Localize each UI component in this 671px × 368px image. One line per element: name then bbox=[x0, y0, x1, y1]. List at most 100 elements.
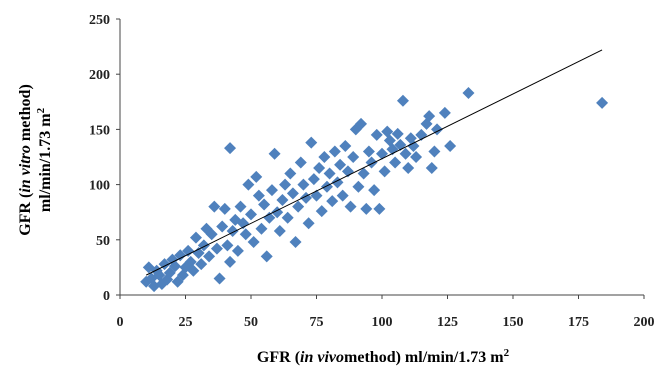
data-point bbox=[189, 231, 202, 244]
data-point bbox=[362, 145, 375, 158]
data-point bbox=[252, 189, 265, 202]
y-axis-title-line2-sup: 2 bbox=[35, 107, 47, 113]
y-tick-label: 150 bbox=[89, 123, 110, 138]
data-point bbox=[365, 156, 378, 169]
data-point bbox=[268, 147, 281, 160]
data-point bbox=[281, 211, 294, 224]
data-point bbox=[292, 200, 305, 213]
x-axis-title-prefix: GFR ( bbox=[257, 349, 300, 366]
x-tick-label: 125 bbox=[437, 315, 458, 330]
data-point bbox=[289, 236, 302, 249]
data-point bbox=[224, 255, 237, 268]
x-tick-label: 175 bbox=[568, 315, 589, 330]
data-point bbox=[245, 208, 257, 221]
y-tick-label: 0 bbox=[103, 289, 110, 304]
data-point bbox=[368, 184, 381, 197]
y-axis-title-line2-text: ml/min/1.73 m bbox=[37, 113, 54, 212]
y-tick-label: 250 bbox=[89, 13, 110, 28]
data-point bbox=[192, 247, 205, 260]
data-point bbox=[428, 145, 441, 158]
data-point bbox=[218, 202, 231, 215]
data-point bbox=[355, 117, 368, 130]
data-point bbox=[247, 236, 260, 249]
y-tick-label: 200 bbox=[89, 68, 110, 83]
data-point bbox=[250, 170, 263, 183]
data-point bbox=[326, 195, 339, 208]
x-tick-label: 0 bbox=[117, 315, 124, 330]
data-point bbox=[263, 211, 276, 224]
data-point bbox=[315, 205, 328, 218]
data-point bbox=[276, 194, 289, 207]
data-point bbox=[425, 162, 438, 175]
trendline bbox=[145, 49, 603, 276]
x-tick-labels: 0 25 50 75 100 125 150 175 200 bbox=[117, 295, 655, 330]
x-tick-label: 200 bbox=[634, 315, 655, 330]
data-point bbox=[297, 178, 310, 191]
data-point bbox=[239, 228, 252, 241]
data-point bbox=[255, 222, 268, 235]
data-point bbox=[208, 200, 221, 213]
data-point bbox=[182, 244, 195, 257]
data-point bbox=[258, 198, 271, 211]
x-tick-label: 100 bbox=[372, 315, 393, 330]
data-point bbox=[334, 158, 347, 171]
data-point bbox=[221, 239, 234, 252]
data-point bbox=[307, 173, 320, 186]
data-point bbox=[438, 106, 451, 119]
data-point bbox=[596, 96, 609, 109]
data-point bbox=[423, 110, 436, 123]
data-point bbox=[410, 151, 423, 163]
data-point bbox=[318, 151, 331, 163]
data-point bbox=[399, 147, 412, 160]
y-axis-title: GFR (in vitro method) ml/min/1.73 m2 bbox=[17, 84, 54, 236]
x-axis-title-sup: 2 bbox=[504, 347, 510, 359]
y-tick-label: 50 bbox=[96, 234, 110, 249]
x-tick-label: 75 bbox=[310, 315, 324, 330]
data-point bbox=[169, 260, 182, 273]
data-point bbox=[444, 139, 457, 152]
data-point bbox=[396, 94, 409, 107]
y-axis-title-line2: ml/min/1.73 m2 bbox=[35, 107, 54, 212]
data-point bbox=[213, 272, 226, 285]
data-point bbox=[378, 165, 391, 178]
data-point bbox=[462, 86, 475, 99]
data-point bbox=[234, 200, 247, 213]
x-axis-title: GFR (in vivomethod) ml/min/1.73 m2 bbox=[257, 347, 510, 366]
x-tick-label: 25 bbox=[179, 315, 193, 330]
data-point bbox=[203, 250, 216, 263]
data-point bbox=[383, 134, 396, 147]
data-point bbox=[302, 217, 315, 230]
data-point bbox=[216, 220, 229, 233]
data-point bbox=[347, 151, 360, 163]
data-point bbox=[344, 200, 357, 213]
data-point bbox=[224, 142, 237, 155]
data-point bbox=[328, 145, 341, 158]
data-point bbox=[273, 224, 286, 237]
data-point bbox=[210, 242, 223, 255]
data-point bbox=[265, 184, 278, 197]
data-point bbox=[389, 156, 402, 169]
y-axis-title-line1-italic: in vitro bbox=[17, 145, 34, 193]
data-point bbox=[370, 128, 383, 141]
data-point bbox=[260, 250, 273, 263]
data-point bbox=[381, 125, 394, 138]
x-tick-label: 150 bbox=[503, 315, 524, 330]
data-point bbox=[360, 202, 373, 215]
data-point bbox=[286, 187, 299, 200]
data-point bbox=[313, 162, 326, 175]
data-point bbox=[226, 224, 239, 237]
y-tick-label: 100 bbox=[89, 179, 110, 194]
data-point bbox=[153, 269, 166, 282]
x-tick-label: 50 bbox=[244, 315, 258, 330]
data-point bbox=[339, 139, 352, 152]
data-point bbox=[376, 147, 388, 160]
data-point bbox=[242, 178, 255, 191]
y-axis-title-line1-prefix: GFR ( bbox=[17, 193, 34, 236]
data-point bbox=[284, 167, 297, 180]
x-axis-title-suffix: method) ml/min/1.73 m bbox=[344, 349, 504, 366]
data-point bbox=[305, 136, 318, 149]
y-axis-title-line1-suffix: method) bbox=[17, 84, 34, 145]
data-point bbox=[195, 258, 208, 271]
data-point bbox=[231, 244, 244, 257]
data-point bbox=[352, 180, 365, 193]
